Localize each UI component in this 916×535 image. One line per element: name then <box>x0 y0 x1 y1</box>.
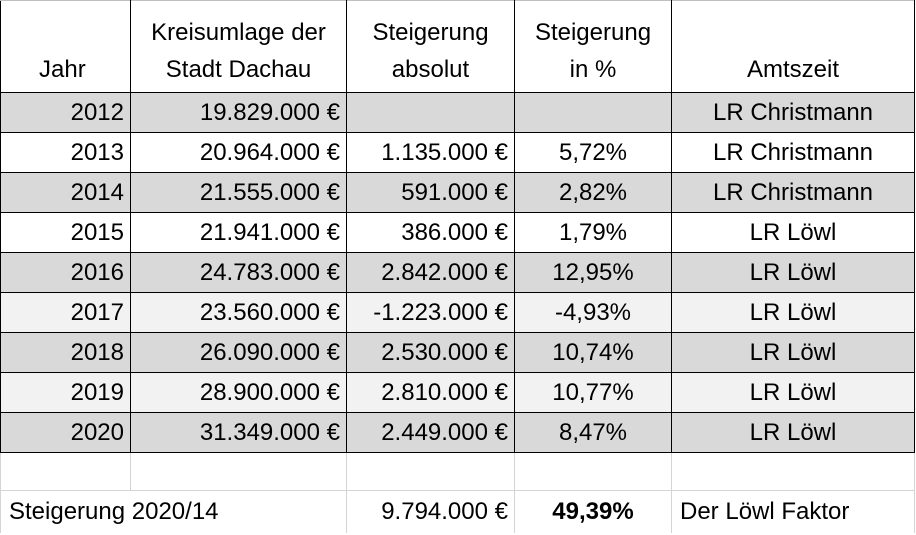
cell-term: LR Löwl <box>671 212 915 253</box>
cell-amount: 20.964.000 € <box>130 132 347 173</box>
table-row: 2014 21.555.000 € 591.000 € 2,82% LR Chr… <box>0 172 915 213</box>
blank-cell <box>0 452 131 491</box>
table-row: 2016 24.783.000 € 2.842.000 € 12,95% LR … <box>0 252 915 293</box>
header-kreisumlage-line2: Stadt Dachau <box>165 56 312 83</box>
header-steig-abs-line1: Steigerung <box>372 19 489 46</box>
summary-pct: 49,39% <box>514 490 672 533</box>
cell-year: 2020 <box>0 412 131 453</box>
cell-abs: 2.449.000 € <box>346 412 515 453</box>
cell-pct: 2,82% <box>514 172 672 213</box>
cell-abs: 386.000 € <box>346 212 515 253</box>
cell-term: LR Christmann <box>671 92 915 133</box>
cell-abs: 591.000 € <box>346 172 515 213</box>
blank-cell <box>671 452 915 491</box>
header-row: Jahr Kreisumlage der Stadt Dachau Steige… <box>0 0 915 93</box>
cell-pct: 10,77% <box>514 372 672 413</box>
cell-amount: 24.783.000 € <box>130 252 347 293</box>
cell-amount: 26.090.000 € <box>130 332 347 373</box>
cell-abs: 1.135.000 € <box>346 132 515 173</box>
header-kreisumlage: Kreisumlage der Stadt Dachau <box>130 0 347 93</box>
cell-abs <box>346 92 515 133</box>
cell-amount: 19.829.000 € <box>130 92 347 133</box>
cell-term: LR Löwl <box>671 332 915 373</box>
cell-year: 2015 <box>0 212 131 253</box>
cell-abs: 2.810.000 € <box>346 372 515 413</box>
cell-pct: 10,74% <box>514 332 672 373</box>
cell-year: 2017 <box>0 292 131 333</box>
header-steig-pct-line1: Steigerung <box>534 19 652 46</box>
cell-term: LR Löwl <box>671 372 915 413</box>
cell-term: LR Löwl <box>671 252 915 293</box>
cell-term: LR Christmann <box>671 132 915 173</box>
cell-pct: 5,72% <box>514 132 672 173</box>
cell-term: LR Christmann <box>671 172 915 213</box>
table-row: 2020 31.349.000 € 2.449.000 € 8,47% LR L… <box>0 412 915 453</box>
cell-year: 2019 <box>0 372 131 413</box>
cell-abs: -1.223.000 € <box>346 292 515 333</box>
cell-abs: 2.530.000 € <box>346 332 515 373</box>
cell-term: LR Löwl <box>671 412 915 453</box>
blank-cell <box>514 452 672 491</box>
table-row: 2015 21.941.000 € 386.000 € 1,79% LR Löw… <box>0 212 915 253</box>
header-steig-pct-line2: in % <box>569 56 617 83</box>
header-amtszeit: Amtszeit <box>671 0 915 93</box>
table-row: 2019 28.900.000 € 2.810.000 € 10,77% LR … <box>0 372 915 413</box>
cell-amount: 21.941.000 € <box>130 212 347 253</box>
cell-pct: 8,47% <box>514 412 672 453</box>
cell-year: 2012 <box>0 92 131 133</box>
cell-year: 2013 <box>0 132 131 173</box>
cell-term: LR Löwl <box>671 292 915 333</box>
header-kreisumlage-line1: Kreisumlage der <box>151 19 326 46</box>
table-row: 2017 23.560.000 € -1.223.000 € -4,93% LR… <box>0 292 915 333</box>
cell-amount: 21.555.000 € <box>130 172 347 213</box>
cell-pct <box>514 92 672 133</box>
cell-amount: 28.900.000 € <box>130 372 347 413</box>
cell-pct: -4,93% <box>514 292 672 333</box>
cell-year: 2018 <box>0 332 131 373</box>
header-steig-abs-line2: absolut <box>391 56 470 83</box>
blank-cell <box>130 452 347 491</box>
summary-row: Steigerung 2020/14 9.794.000 € 49,39% De… <box>0 490 915 533</box>
header-jahr: Jahr <box>0 0 131 93</box>
cell-abs: 2.842.000 € <box>346 252 515 293</box>
summary-abs: 9.794.000 € <box>346 490 515 533</box>
cell-year: 2014 <box>0 172 131 213</box>
blank-row <box>0 452 915 491</box>
table-row: 2012 19.829.000 € LR Christmann <box>0 92 915 133</box>
cell-amount: 31.349.000 € <box>130 412 347 453</box>
header-steigerung-prozent: Steigerung in % <box>514 0 672 93</box>
header-steigerung-absolut: Steigerung absolut <box>346 0 515 93</box>
blank-cell <box>346 452 515 491</box>
cell-year: 2016 <box>0 252 131 293</box>
summary-label: Steigerung 2020/14 <box>0 490 347 533</box>
table-row: 2013 20.964.000 € 1.135.000 € 5,72% LR C… <box>0 132 915 173</box>
cell-pct: 1,79% <box>514 212 672 253</box>
summary-note: Der Löwl Faktor <box>671 490 915 533</box>
cell-pct: 12,95% <box>514 252 672 293</box>
cell-amount: 23.560.000 € <box>130 292 347 333</box>
table-row: 2018 26.090.000 € 2.530.000 € 10,74% LR … <box>0 332 915 373</box>
